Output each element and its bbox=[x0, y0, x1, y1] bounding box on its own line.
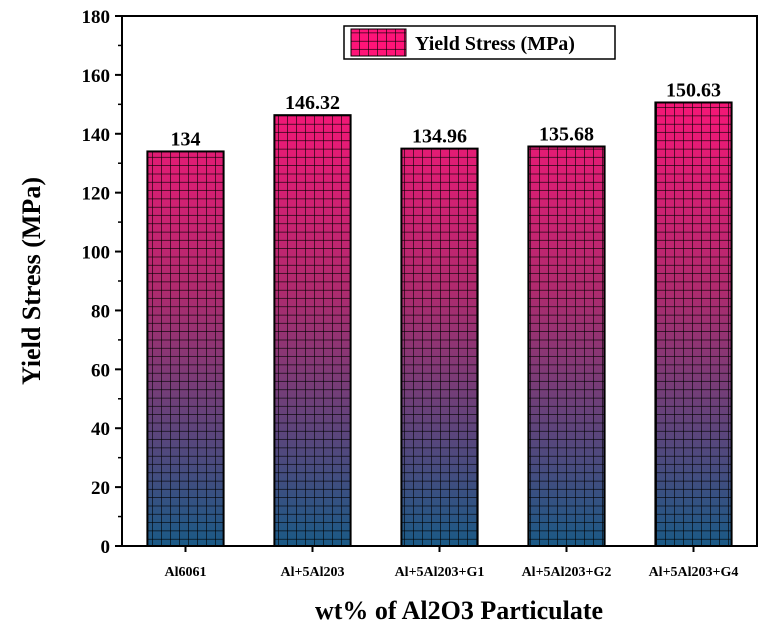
y-tick-label: 0 bbox=[101, 537, 111, 558]
y-tick-label: 60 bbox=[91, 360, 110, 381]
y-tick-label: 180 bbox=[82, 7, 111, 28]
y-axis-title: Yield Stress (MPa) bbox=[17, 177, 46, 385]
bars: 134 146.32 134.96 135.68 150.63 bbox=[147, 79, 731, 546]
y-tick-label: 100 bbox=[82, 243, 111, 264]
data-label: 134.96 bbox=[412, 126, 467, 148]
y-tick-label: 160 bbox=[82, 66, 111, 87]
x-tick-label: Al+5Al203+G4 bbox=[649, 565, 739, 580]
bar-pattern bbox=[655, 102, 731, 546]
x-tick-label: Al+5Al203 bbox=[281, 565, 345, 580]
x-tick-label: Al6061 bbox=[165, 565, 207, 580]
data-label: 135.68 bbox=[539, 123, 594, 145]
bar-pattern bbox=[147, 151, 223, 546]
legend: Yield Stress (MPa) bbox=[344, 26, 615, 59]
y-tick-label: 80 bbox=[91, 301, 110, 322]
data-label: 134 bbox=[171, 128, 201, 150]
data-label: 150.63 bbox=[666, 79, 721, 101]
bar-pattern bbox=[528, 146, 604, 546]
legend-label: Yield Stress (MPa) bbox=[415, 33, 575, 55]
x-tick-label: Al+5Al203+G2 bbox=[522, 565, 612, 580]
x-axis-title: wt% of Al2O3 Particulate bbox=[315, 596, 603, 625]
x-tick-label: Al+5Al203+G1 bbox=[395, 565, 485, 580]
bar-pattern bbox=[274, 115, 350, 546]
legend-swatch-pattern bbox=[351, 29, 406, 56]
y-tick-label: 120 bbox=[82, 184, 111, 205]
y-tick-label: 140 bbox=[82, 125, 111, 146]
y-tick-label: 40 bbox=[91, 419, 110, 440]
bar-pattern bbox=[401, 149, 477, 546]
y-tick-label: 20 bbox=[91, 478, 110, 499]
data-label: 146.32 bbox=[285, 92, 340, 114]
